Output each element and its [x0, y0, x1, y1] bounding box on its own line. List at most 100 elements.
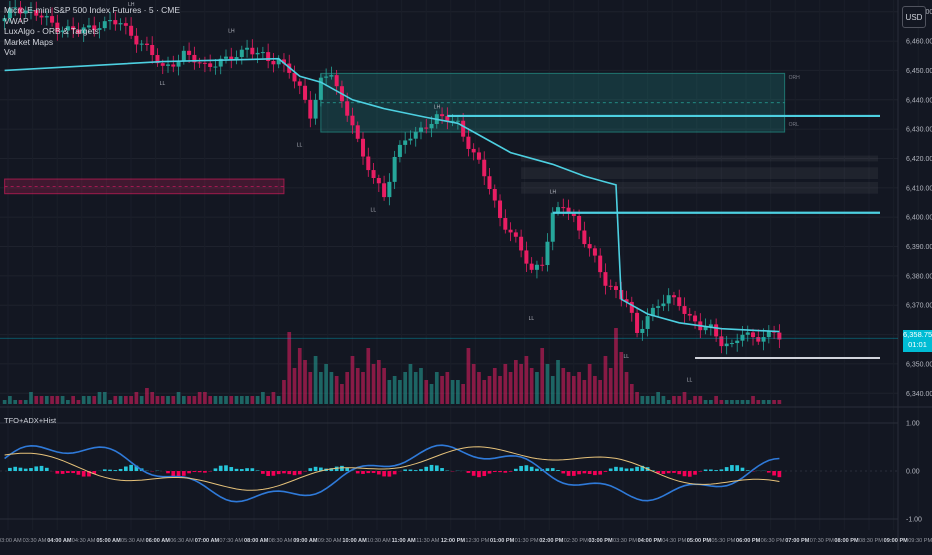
indicator-orb-label[interactable]: LuxAlgo - ORB & Targets: [4, 26, 180, 37]
price-tick-label: 6,460.00: [906, 39, 932, 46]
histogram-bar: [361, 471, 365, 474]
histogram-bar: [340, 466, 344, 471]
histogram-bar: [672, 471, 676, 473]
histogram-bar: [250, 468, 254, 471]
histogram-bar: [688, 471, 692, 477]
volume-bar: [372, 364, 376, 404]
volume-bar: [187, 396, 191, 404]
histogram-bar: [8, 468, 12, 471]
histogram-bar: [45, 468, 49, 471]
candle-body: [540, 265, 544, 266]
histogram-bar: [625, 469, 629, 471]
time-tick-label: 08:00 AM: [244, 538, 269, 544]
candle-body: [756, 337, 760, 342]
volume-bar: [683, 392, 687, 404]
volume-bar: [366, 348, 370, 404]
indicator-vwap-label[interactable]: VWAP: [4, 16, 180, 27]
candle-body: [514, 232, 518, 236]
histogram-bar: [772, 471, 776, 475]
candle-body: [682, 306, 686, 314]
histogram-bar: [13, 467, 17, 471]
volume-bar: [714, 396, 718, 404]
time-tick-label: 12:30 PM: [465, 538, 489, 544]
candle-body: [477, 152, 481, 159]
volume-bar: [119, 396, 123, 404]
volume-bar: [335, 376, 339, 404]
candle-body: [198, 62, 202, 63]
candle-body: [719, 336, 723, 346]
candle-body: [509, 230, 513, 233]
osc-tick-label: 0.00: [906, 469, 920, 476]
candle-body: [303, 86, 307, 100]
time-tick-label: 09:00 PM: [884, 538, 909, 544]
time-tick-label: 07:30 PM: [810, 538, 834, 544]
time-tick-label: 10:00 AM: [342, 538, 367, 544]
time-tick-label: 12:00 PM: [441, 538, 466, 544]
volume-bar: [667, 400, 671, 404]
candle-body: [677, 297, 681, 306]
symbol-title[interactable]: Micro E-mini S&P 500 Index Futures · 5 ·…: [4, 5, 180, 16]
candle-body: [424, 128, 428, 129]
histogram-bar: [514, 469, 518, 471]
histogram-bar: [113, 470, 117, 471]
oscillator-label[interactable]: TFO+ADX+Hist: [4, 416, 56, 425]
price-tick-label: 6,430.00: [906, 127, 932, 134]
histogram-bar: [440, 468, 444, 471]
histogram-bar: [472, 471, 476, 476]
histogram-bar: [193, 471, 197, 472]
volume-bar: [546, 364, 550, 404]
histogram-bar: [166, 471, 170, 473]
volume-bar: [219, 396, 223, 404]
volume-bar: [40, 396, 44, 404]
candle-body: [672, 295, 676, 297]
volume-bar: [108, 400, 112, 404]
volume-bar: [593, 376, 597, 404]
histogram-bar: [503, 471, 507, 473]
time-tick-label: 07:00 AM: [195, 538, 220, 544]
time-tick-label: 03:00 PM: [588, 538, 613, 544]
volume-bar: [13, 400, 17, 404]
histogram-bar: [488, 471, 492, 474]
histogram-bar: [635, 467, 639, 471]
volume-bar: [256, 396, 260, 404]
candle-body: [261, 52, 265, 53]
time-tick-label: 04:30 PM: [662, 538, 686, 544]
volume-bar: [498, 376, 502, 404]
candle-body: [393, 157, 397, 182]
histogram-bar: [593, 471, 597, 475]
time-tick-label: 05:30 AM: [121, 538, 145, 544]
volume-bar: [614, 328, 618, 404]
candle-body: [466, 137, 470, 149]
volume-bar: [287, 332, 291, 404]
candle-body: [208, 63, 212, 67]
histogram-bar: [730, 465, 734, 471]
currency-button[interactable]: USD: [902, 6, 926, 28]
indicator-market-maps-label[interactable]: Market Maps: [4, 37, 180, 48]
histogram-bar: [778, 471, 782, 477]
zone-ORH: [321, 73, 785, 132]
volume-bar: [445, 372, 449, 404]
histogram-bar: [561, 471, 565, 473]
volume-bar: [677, 396, 681, 404]
adx-line: [5, 447, 780, 491]
histogram-bar: [577, 471, 581, 474]
histogram-bar: [567, 471, 571, 476]
candle-body: [482, 160, 486, 177]
price-tick-label: 6,440.00: [906, 97, 932, 104]
indicator-volume-label[interactable]: Vol: [4, 47, 180, 58]
volume-bar: [604, 356, 608, 404]
time-tick-label: 05:00 PM: [687, 538, 712, 544]
time-tick-label: 08:00 PM: [834, 538, 859, 544]
time-tick-label: 11:00 AM: [392, 538, 416, 544]
volume-bar: [720, 400, 724, 404]
candle-body: [382, 183, 386, 197]
volume-bar: [66, 400, 70, 404]
histogram-bar: [82, 471, 86, 477]
histogram-bar: [414, 470, 418, 471]
time-tick-label: 02:00 PM: [539, 538, 564, 544]
time-tick-label: 01:30 PM: [515, 538, 539, 544]
candle-body: [487, 176, 491, 189]
volume-bar: [272, 392, 276, 404]
